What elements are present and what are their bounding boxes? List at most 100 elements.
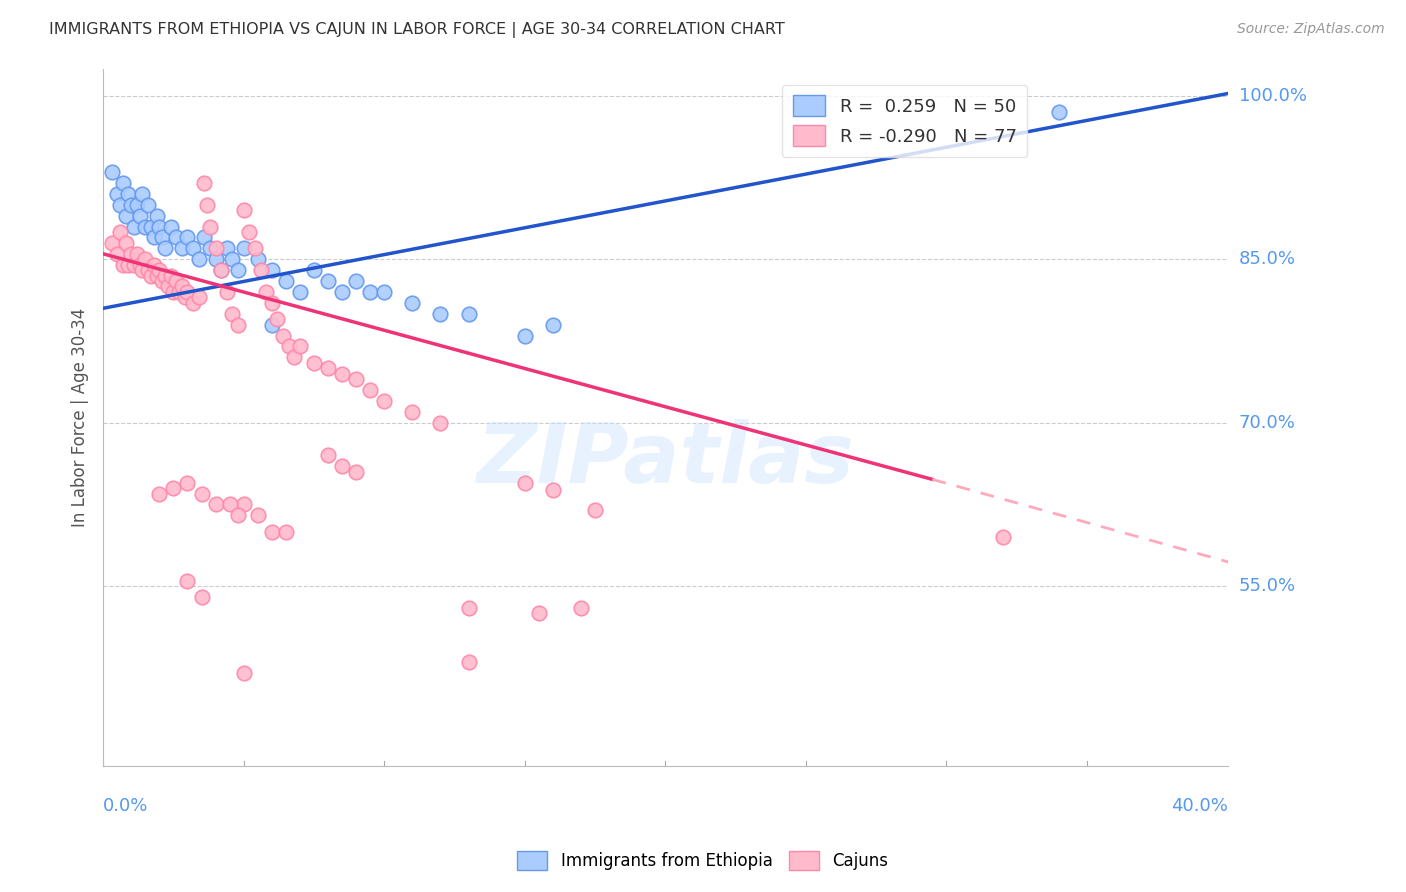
Point — [249, 263, 271, 277]
Point — [173, 290, 195, 304]
Point — [569, 601, 592, 615]
Point — [159, 219, 181, 234]
Point — [204, 498, 226, 512]
Point — [105, 186, 128, 201]
Point — [359, 383, 381, 397]
Text: 85.0%: 85.0% — [1239, 251, 1296, 268]
Point — [176, 574, 198, 588]
Point — [991, 530, 1014, 544]
Point — [131, 186, 153, 201]
Point — [187, 252, 209, 267]
Point — [117, 258, 139, 272]
Point — [193, 176, 215, 190]
Point — [114, 235, 136, 250]
Point — [218, 498, 240, 512]
Point — [226, 508, 249, 523]
Point — [226, 263, 249, 277]
Point — [153, 241, 176, 255]
Point — [429, 307, 451, 321]
Point — [122, 219, 145, 234]
Text: 40.0%: 40.0% — [1171, 797, 1227, 814]
Point — [1047, 105, 1070, 120]
Point — [131, 263, 153, 277]
Point — [170, 279, 193, 293]
Point — [373, 285, 395, 299]
Point — [527, 607, 550, 621]
Point — [193, 230, 215, 244]
Point — [190, 590, 212, 604]
Point — [221, 307, 243, 321]
Point — [170, 241, 193, 255]
Point — [111, 258, 134, 272]
Point — [221, 252, 243, 267]
Text: ZIPatlas: ZIPatlas — [477, 418, 855, 500]
Text: 70.0%: 70.0% — [1239, 414, 1295, 432]
Point — [344, 465, 367, 479]
Point — [134, 252, 156, 267]
Point — [243, 241, 266, 255]
Text: 100.0%: 100.0% — [1239, 87, 1306, 104]
Point — [142, 258, 165, 272]
Point — [232, 203, 254, 218]
Point — [330, 285, 353, 299]
Point — [457, 307, 479, 321]
Point — [176, 475, 198, 490]
Point — [148, 486, 170, 500]
Text: 0.0%: 0.0% — [103, 797, 149, 814]
Point — [181, 295, 204, 310]
Point — [288, 339, 311, 353]
Point — [254, 285, 277, 299]
Point — [148, 219, 170, 234]
Point — [136, 198, 159, 212]
Point — [139, 268, 162, 283]
Point — [541, 483, 564, 498]
Point — [145, 268, 167, 283]
Point — [134, 219, 156, 234]
Point — [122, 258, 145, 272]
Point — [302, 356, 325, 370]
Point — [316, 449, 339, 463]
Point — [260, 295, 283, 310]
Point — [316, 361, 339, 376]
Point — [232, 498, 254, 512]
Point — [330, 367, 353, 381]
Point — [108, 225, 131, 239]
Point — [274, 524, 297, 539]
Point — [120, 247, 142, 261]
Point — [165, 230, 187, 244]
Text: Source: ZipAtlas.com: Source: ZipAtlas.com — [1237, 22, 1385, 37]
Point — [215, 241, 238, 255]
Point — [195, 198, 218, 212]
Point — [204, 241, 226, 255]
Point — [541, 318, 564, 332]
Point — [271, 328, 294, 343]
Point — [288, 285, 311, 299]
Point — [232, 666, 254, 681]
Point — [156, 279, 179, 293]
Point — [260, 318, 283, 332]
Point — [181, 241, 204, 255]
Point — [190, 486, 212, 500]
Point — [125, 247, 148, 261]
Point — [150, 274, 173, 288]
Point — [283, 351, 305, 365]
Point — [429, 416, 451, 430]
Point — [100, 235, 122, 250]
Point — [117, 186, 139, 201]
Point — [136, 263, 159, 277]
Y-axis label: In Labor Force | Age 30-34: In Labor Force | Age 30-34 — [72, 308, 89, 527]
Point — [139, 219, 162, 234]
Point — [277, 339, 299, 353]
Point — [167, 285, 190, 299]
Legend: R =  0.259   N = 50, R = -0.290   N = 77: R = 0.259 N = 50, R = -0.290 N = 77 — [782, 85, 1028, 157]
Point — [100, 165, 122, 179]
Point — [401, 295, 423, 310]
Point — [204, 252, 226, 267]
Point — [145, 209, 167, 223]
Point — [359, 285, 381, 299]
Point — [198, 241, 221, 255]
Point — [226, 318, 249, 332]
Legend: Immigrants from Ethiopia, Cajuns: Immigrants from Ethiopia, Cajuns — [510, 844, 896, 877]
Point — [344, 372, 367, 386]
Point — [302, 263, 325, 277]
